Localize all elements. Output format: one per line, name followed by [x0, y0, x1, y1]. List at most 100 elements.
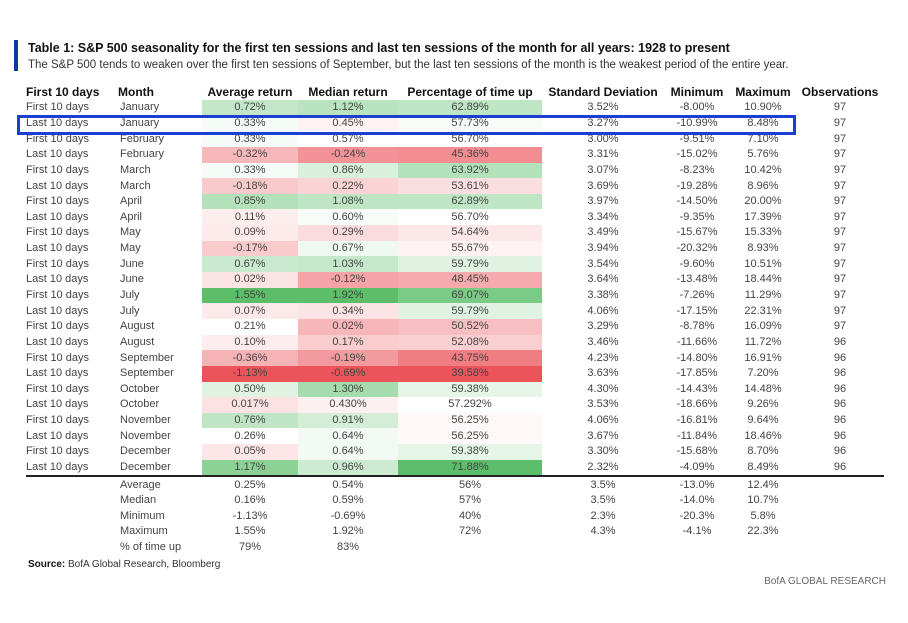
summary-spacer-cell: [796, 476, 884, 493]
summary-row: % of time up 79% 83%: [26, 540, 884, 556]
summary-pct-time-up: 56%: [458, 478, 482, 491]
pct-time-up-cell: 48.45%: [398, 272, 542, 288]
std-dev-cell: 4.06%: [587, 304, 619, 317]
std-dev-cell: 3.53%: [587, 398, 619, 411]
observations-cell: 97: [833, 273, 847, 286]
pct-time-up-cell: 59.38%: [398, 381, 542, 398]
col-header-average-return: Average return: [207, 84, 293, 99]
summary-std-dev: 3.5%: [590, 494, 616, 507]
std-dev-cell: 3.29%: [587, 320, 619, 333]
summary-median-return: 0.54%: [332, 478, 364, 491]
summary-average-return: 0.25%: [234, 478, 266, 491]
period-cell: Last 10 days: [26, 429, 89, 442]
maximum-cell: 14.48%: [744, 382, 782, 395]
summary-std-dev: 4.3%: [590, 525, 616, 538]
maximum-cell: 10.51%: [744, 257, 782, 270]
average-return-cell: 1.55%: [202, 287, 298, 304]
summary-minimum: -13.0%: [679, 478, 715, 491]
observations-cell: 96: [796, 459, 884, 478]
std-dev-cell: 3.94%: [587, 242, 619, 255]
month-cell: July: [120, 289, 140, 301]
average-return-cell: 0.09%: [202, 225, 298, 241]
pct-time-up-cell: 59.38%: [398, 444, 542, 460]
std-dev-cell: 3.46%: [587, 335, 619, 348]
source-label: Source:: [28, 559, 66, 570]
summary-pct-time-up: 40%: [458, 509, 482, 522]
table-row: First 10 days July 1.55% 1.92% 69.07% 3.38% -7…: [26, 287, 884, 304]
month-cell: September: [120, 367, 174, 380]
maximum-cell: 15.33%: [744, 226, 782, 239]
month-cell: July: [120, 304, 140, 317]
observations-cell: 97: [833, 179, 847, 192]
table-row: Last 10 days May -0.17% 0.67% 55.67% 3.94% -20…: [26, 240, 884, 257]
std-dev-cell: 3.97%: [587, 195, 619, 208]
summary-median-return: 83%: [336, 541, 360, 554]
period-cell: First 10 days: [26, 257, 89, 270]
summary-label: % of time up: [120, 541, 182, 554]
maximum-cell: 8.70%: [747, 445, 779, 458]
table-row: Last 10 days March -0.18% 0.22% 53.61% 3.69% -…: [26, 178, 884, 194]
maximum-cell: 10.42%: [744, 163, 782, 176]
observations-cell: 97: [833, 116, 847, 129]
observations-cell: 97: [833, 132, 847, 145]
table-row: First 10 days February 0.33% 0.57% 56.70% 3.0…: [26, 131, 884, 147]
average-return-cell: 0.02%: [202, 272, 298, 288]
summary-spacer-cell: [26, 524, 118, 540]
average-return-cell: -0.17%: [202, 240, 298, 257]
maximum-cell: 18.46%: [744, 429, 782, 442]
pct-time-up-cell: 56.25%: [398, 428, 542, 445]
std-dev-cell: 4.23%: [587, 351, 619, 364]
maximum-cell: 8.96%: [747, 179, 779, 192]
average-return-cell: 0.21%: [234, 320, 266, 333]
pct-time-up-cell: 55.67%: [398, 240, 542, 257]
median-return-cell: 0.22%: [298, 178, 398, 194]
table-row: Last 10 days August 0.10% 0.17% 52.08% 3.46% -…: [26, 334, 884, 351]
summary-row: Average 0.25% 0.54% 56% 3.5% -13.0% 12.4%: [26, 476, 884, 493]
month-cell: December: [120, 445, 171, 458]
median-return-cell: 0.96%: [298, 459, 398, 478]
month-cell: June: [120, 273, 144, 286]
average-return-cell: 0.05%: [202, 444, 298, 460]
summary-pct-time-up: 72%: [458, 525, 482, 538]
period-cell: Last 10 days: [26, 116, 89, 129]
std-dev-cell: 3.67%: [587, 429, 619, 442]
month-cell: November: [120, 429, 171, 442]
pct-time-up-cell: 62.89%: [398, 193, 542, 210]
observations-cell: 97: [833, 289, 847, 301]
summary-minimum: [664, 540, 730, 556]
pct-time-up-cell: 59.79%: [398, 256, 542, 273]
pct-time-up-cell: 57.292%: [448, 398, 492, 411]
period-cell: First 10 days: [26, 382, 89, 395]
minimum-cell: -14.80%: [676, 351, 718, 364]
table-row: First 10 days January 0.72% 1.12% 62.89% 3.52…: [26, 100, 884, 116]
median-return-cell: 1.08%: [298, 193, 398, 210]
month-cell: December: [118, 459, 202, 478]
summary-label: Minimum: [120, 509, 165, 522]
maximum-cell: 8.49%: [730, 459, 796, 478]
minimum-cell: -15.02%: [676, 148, 718, 161]
period-cell: Last 10 days: [26, 304, 89, 317]
pct-time-up-cell: 59.79%: [398, 303, 542, 319]
average-return-cell: 0.33%: [202, 115, 298, 132]
median-return-cell: 0.64%: [298, 428, 398, 445]
summary-minimum: -20.3%: [679, 509, 715, 522]
period-cell: First 10 days: [26, 163, 89, 176]
summary-median-return: 0.59%: [332, 494, 364, 507]
minimum-cell: -10.99%: [676, 116, 718, 129]
summary-std-dev: 2.3%: [590, 509, 616, 522]
table-row: Last 10 days November 0.26% 0.64% 56.25% 3.67…: [26, 428, 884, 445]
summary-maximum: 12.4%: [747, 478, 779, 491]
col-header-pct-time-up: Percentage of time up: [407, 84, 533, 99]
observations-cell: 97: [833, 320, 847, 333]
col-header-minimum: Minimum: [670, 84, 724, 99]
median-return-cell: 1.92%: [298, 287, 398, 304]
average-return-cell: -1.13%: [202, 365, 298, 382]
summary-maximum: [730, 540, 796, 556]
observations-cell: 96: [833, 335, 847, 348]
summary-row: Minimum -1.13% -0.69% 40% 2.3% -20.3% 5.8%: [26, 509, 884, 525]
month-cell: October: [120, 398, 160, 411]
minimum-cell: -4.09%: [664, 459, 730, 478]
summary-label: Maximum: [120, 525, 168, 538]
table-row: Last 10 days January 0.33% 0.45% 57.73% 3.27%…: [26, 115, 884, 132]
title-accent-bar: [14, 40, 18, 71]
